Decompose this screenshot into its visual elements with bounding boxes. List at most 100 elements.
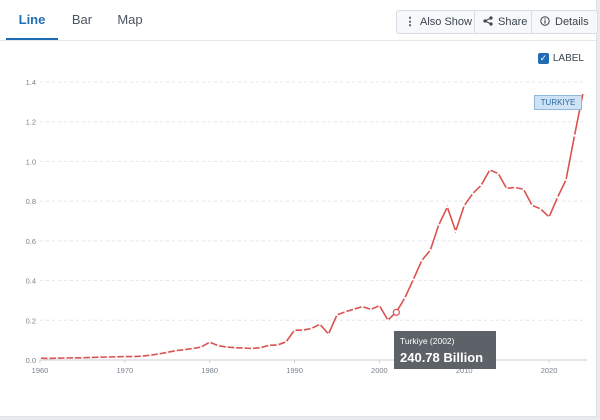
data-point [115,355,118,358]
data-point [522,188,525,191]
y-tick-label: 1.2 [26,118,36,127]
details-button[interactable]: Details [531,10,598,34]
data-point [259,346,262,349]
data-point [149,354,152,357]
also-show-label: Also Show [420,16,472,28]
data-point [446,206,449,209]
label-toggle[interactable]: ✓ LABEL [537,51,584,65]
y-tick-label: 0.4 [26,277,36,286]
y-tick-label: 1.0 [26,157,36,166]
data-point [369,308,372,311]
data-point [98,356,101,359]
data-point [310,327,313,330]
y-axis: 0.0 0.2 0.4 0.6 0.8 1.0 1.2 1.4 [26,78,36,365]
data-point [217,344,220,347]
info-icon [538,11,552,33]
x-tick-label: 1990 [286,366,303,375]
details-label: Details [555,16,589,28]
data-point [123,355,126,358]
data-point [81,356,84,359]
series-layer [38,92,585,360]
data-point [191,347,194,350]
series-label-turkiye: TURKIYE [534,95,582,110]
data-point [174,349,177,352]
data-point [403,296,406,300]
data-point [89,356,93,359]
y-tick-label: 1.4 [26,78,36,87]
highlight-point [392,308,400,316]
x-tick-label: 1980 [201,366,218,375]
tab-map[interactable]: Map [117,12,143,27]
data-point [157,352,160,356]
data-point [166,351,169,354]
data-point [420,259,423,262]
tooltip-value: 240.78 Billion [400,350,484,365]
data-point [547,215,551,219]
series-line-turkiye [39,92,584,360]
data-point [318,323,322,326]
data-point [463,204,466,207]
x-tick-label: 2020 [541,366,558,375]
data-point [361,305,364,308]
data-point [471,192,474,195]
tab-bar[interactable]: Bar [71,12,93,27]
data-point [72,356,76,359]
data-point [38,357,42,360]
data-point [412,278,415,281]
share-label: Share [498,16,528,28]
data-point [564,178,568,181]
data-point [140,355,143,358]
data-point [539,207,542,210]
share-button[interactable]: Share [474,10,537,34]
data-point [352,308,356,311]
share-icon [481,11,495,33]
tab-line[interactable]: Line [6,0,58,40]
x-tick-label: 2010 [456,366,473,375]
data-point [183,348,186,351]
data-tooltip: Turkiye (2002) 240.78 Billion [394,331,496,369]
data-point [488,168,491,172]
data-point [208,341,211,344]
data-point [47,357,50,360]
data-point [429,249,432,252]
data-point [234,346,237,349]
data-point [242,346,245,350]
data-point [251,347,254,350]
data-point [454,230,457,233]
data-point [64,356,67,360]
x-tick-label: 1970 [117,366,134,375]
data-point [55,357,59,360]
data-point [386,318,389,322]
label-toggle-text: LABEL [552,52,584,64]
data-point [276,343,279,347]
data-point [573,134,576,137]
y-tick-label: 0.6 [26,237,36,246]
data-point [132,355,135,358]
data-point [200,345,203,349]
data-point [267,344,271,347]
data-point [344,310,347,313]
data-point [378,304,381,307]
chart-grid [40,81,587,361]
data-point [284,340,288,344]
data-point [437,223,440,226]
data-point [480,184,483,187]
checkbox-checked-icon[interactable]: ✓ [537,52,549,64]
data-point [581,92,585,95]
data-point [327,332,330,336]
data-point [335,313,339,317]
data-point [225,345,228,349]
tooltip-title: Turkiye (2002) [400,336,455,346]
also-show-button[interactable]: ⋮ Also Show [396,10,481,34]
x-tick-label: 2000 [371,366,388,375]
data-point [301,329,305,332]
data-point [293,329,296,332]
vertical-dots-icon: ⋮ [404,16,416,28]
view-tabs: Line Bar Map ⋮ Also Show Share [0,0,598,41]
y-tick-label: 0.2 [26,316,36,325]
data-point [530,204,534,207]
x-tick-label: 1960 [32,366,49,375]
y-tick-label: 0.8 [26,197,36,206]
